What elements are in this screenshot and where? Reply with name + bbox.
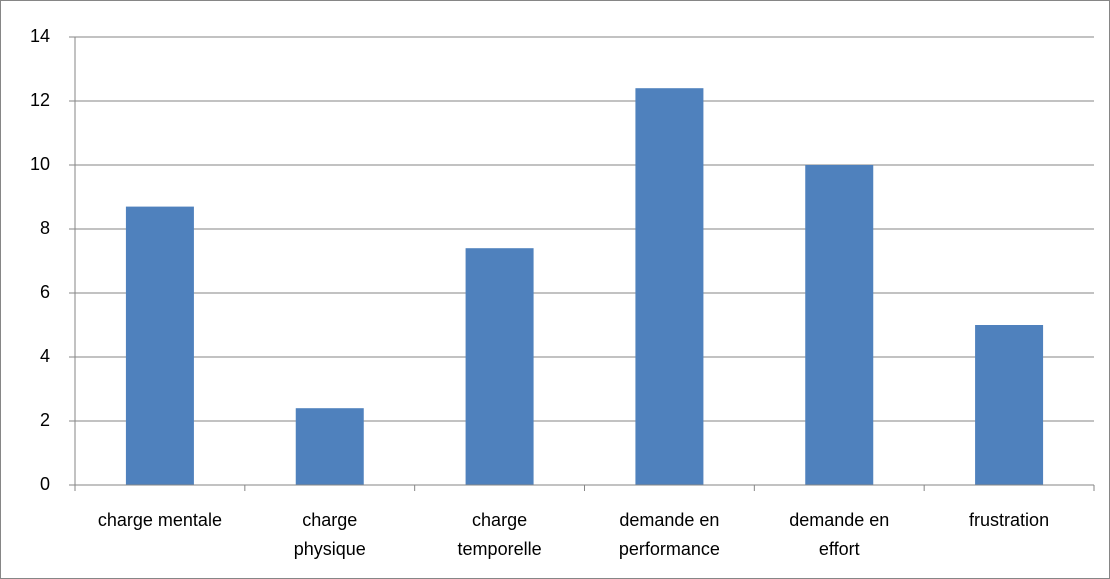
x-tick-label-line: physique	[294, 539, 366, 559]
x-tick-label-line: charge	[302, 510, 357, 530]
x-tick-label-line: demande en	[619, 510, 719, 530]
y-tick-label: 4	[40, 346, 50, 366]
y-tick-label: 8	[40, 218, 50, 238]
x-tick-label: charge physique	[294, 510, 366, 559]
x-tick-label-line: demande en	[789, 510, 889, 530]
bar	[125, 206, 194, 485]
bar	[805, 165, 874, 485]
y-tick-label: 12	[30, 90, 50, 110]
y-tick-label: 0	[40, 474, 50, 494]
bar	[465, 248, 534, 485]
bar	[635, 88, 704, 485]
x-tick-label: frustration	[969, 510, 1049, 530]
x-tick-label: charge mentale	[98, 510, 222, 530]
y-tick-label: 2	[40, 410, 50, 430]
y-tick-label: 6	[40, 282, 50, 302]
bar	[295, 408, 364, 485]
x-tick-label-line: charge	[472, 510, 527, 530]
bar	[975, 325, 1044, 485]
x-tick-label: demande en performance	[619, 510, 720, 559]
x-tick-label: charge temporelle	[458, 510, 542, 559]
x-tick-label-line: performance	[619, 539, 720, 559]
y-tick-label: 14	[30, 26, 50, 46]
x-tick-label: demande en effort	[789, 510, 889, 559]
x-tick-label-line: effort	[819, 539, 860, 559]
x-tick-label-line: temporelle	[458, 539, 542, 559]
y-tick-label: 10	[30, 154, 50, 174]
